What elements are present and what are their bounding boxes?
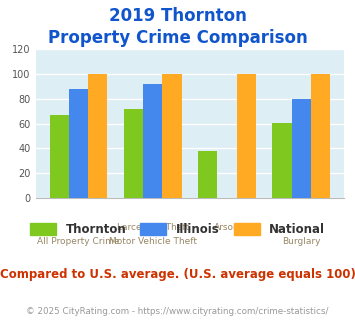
Bar bbox=[69, 89, 88, 198]
Bar bbox=[163, 74, 182, 198]
Bar bbox=[198, 151, 217, 198]
Text: Compared to U.S. average. (U.S. average equals 100): Compared to U.S. average. (U.S. average … bbox=[0, 268, 355, 281]
Bar bbox=[311, 74, 330, 198]
Text: Motor Vehicle Theft: Motor Vehicle Theft bbox=[109, 237, 197, 246]
Text: All Property Crime: All Property Crime bbox=[37, 237, 120, 246]
Bar bbox=[143, 84, 163, 198]
Bar bbox=[292, 99, 311, 198]
Bar bbox=[124, 109, 143, 198]
Text: © 2025 CityRating.com - https://www.cityrating.com/crime-statistics/: © 2025 CityRating.com - https://www.city… bbox=[26, 307, 329, 316]
Bar bbox=[237, 74, 256, 198]
Bar bbox=[88, 74, 108, 198]
Bar bbox=[50, 115, 69, 198]
Text: Burglary: Burglary bbox=[282, 237, 321, 246]
Text: Larceny & Theft: Larceny & Theft bbox=[117, 223, 189, 232]
Text: Arson: Arson bbox=[214, 223, 240, 232]
Text: Property Crime Comparison: Property Crime Comparison bbox=[48, 29, 307, 47]
Legend: Thornton, Illinois, National: Thornton, Illinois, National bbox=[25, 218, 330, 241]
Bar bbox=[272, 122, 292, 198]
Text: 2019 Thornton: 2019 Thornton bbox=[109, 7, 246, 25]
